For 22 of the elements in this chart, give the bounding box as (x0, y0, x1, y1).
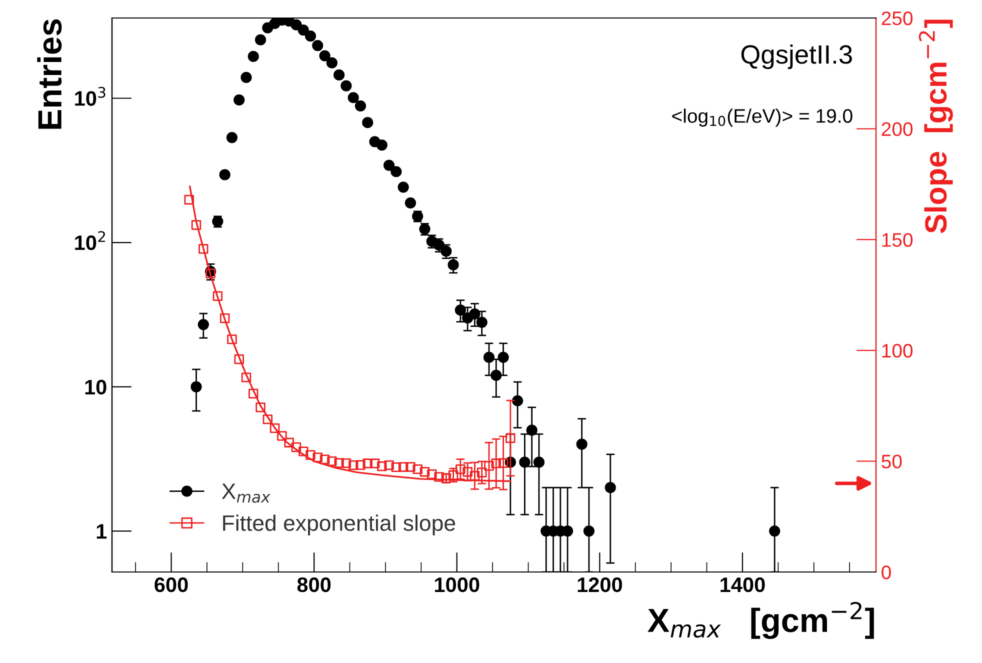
y-tick-label: 10 (85, 380, 106, 395)
x-tick-label: 1400 (720, 577, 765, 592)
y2-tick-label: 0 (882, 565, 891, 580)
y2-axis-title: Slope [gcm$^{−2}$] (918, 20, 953, 234)
y2-tick-label: 100 (882, 344, 913, 358)
annotation: QgsjetII.3 (741, 44, 852, 70)
y-tick-label: 10$^{3}$ (75, 86, 106, 106)
y-tick-label: 10$^{2}$ (75, 231, 105, 250)
y-axis-title: Entries (37, 19, 62, 129)
y2-tick-label: 250 (882, 11, 913, 26)
y2-tick-label: 150 (882, 233, 913, 247)
legend-label: Fitted exponential slope (223, 514, 456, 536)
x-tick-label: 800 (297, 577, 331, 592)
legend-label: X$_{max}$ (222, 484, 270, 503)
y2-tick-label: 200 (882, 122, 913, 136)
x-tick-label: 1200 (578, 577, 622, 592)
annotation: <log$_{10}$(E/eV)> = 19.0 (672, 108, 852, 127)
y-tick-label: 1 (96, 524, 107, 539)
x-tick-label: 1000 (435, 577, 480, 592)
text: X$_{max}$ [gcm$^{−2}$] (648, 602, 874, 639)
x-tick-label: 600 (154, 577, 188, 592)
y2-tick-label: 50 (882, 454, 902, 468)
